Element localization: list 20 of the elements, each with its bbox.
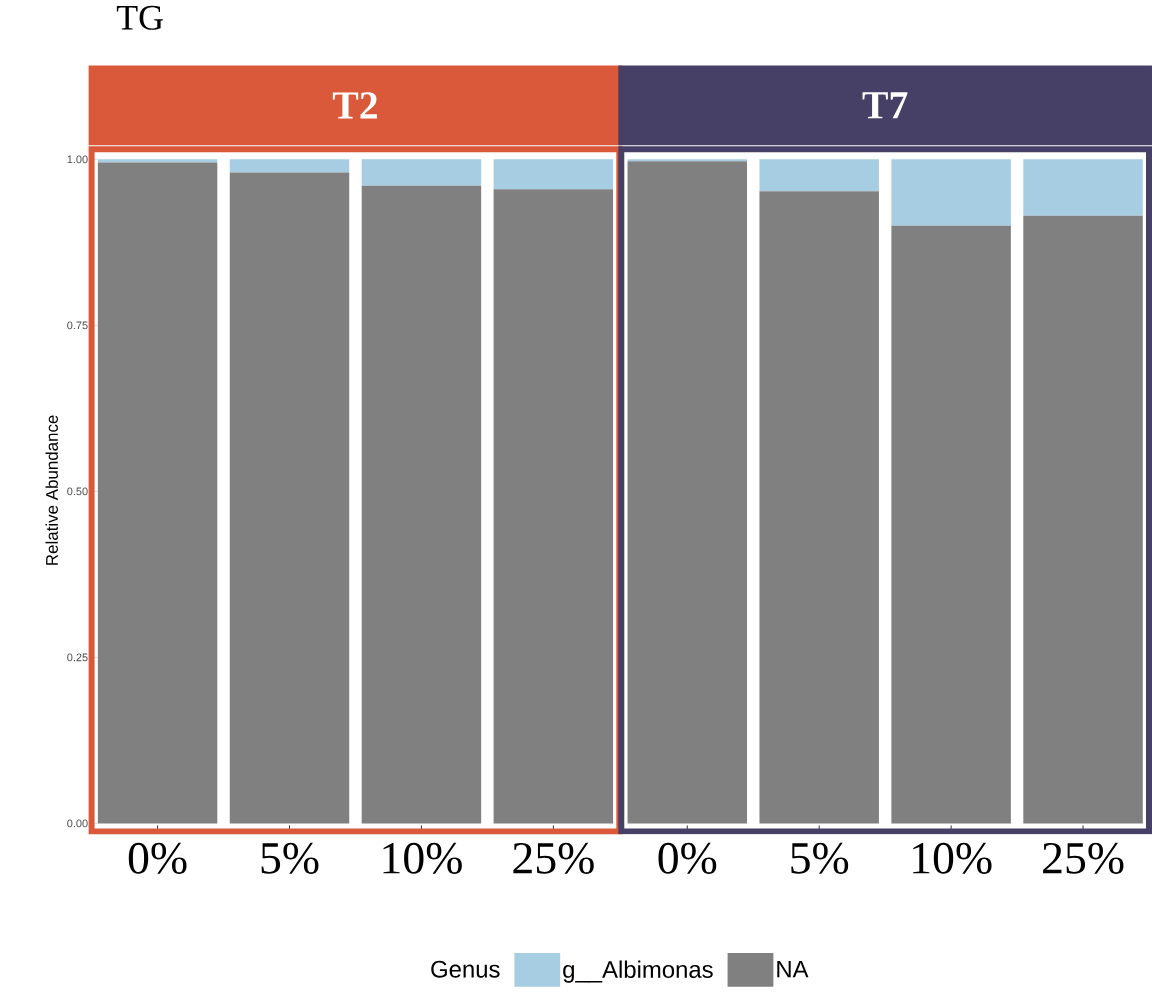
x-tick-label: 10% [383,843,462,875]
x-tick-label: 0% [658,843,717,875]
y-tick-label: 1.00 [67,155,88,164]
y-tick-label: 0.75 [67,321,88,330]
legend-label: g__Albimonas [563,960,713,983]
chart-title: T2 [332,92,377,119]
y-tick-label: 0.00 [67,819,88,828]
y-tick-label: 0.50 [67,487,88,496]
x-tick-label: 25% [1043,843,1124,875]
legend-label: NA [777,961,809,978]
legend-title: Genus [431,960,500,978]
x-tick-label: 25% [513,843,594,875]
y-tick-label: 0.25 [67,653,88,662]
x-tick-label: 5% [791,843,849,875]
x-tick-label: 5% [261,843,319,875]
x-tick-label: 10% [913,843,992,875]
y-axis-title: Relative Abundance [45,415,58,565]
chart-title: T7 [862,92,908,119]
x-tick-label: 0% [128,843,187,875]
text: TG [116,5,163,31]
